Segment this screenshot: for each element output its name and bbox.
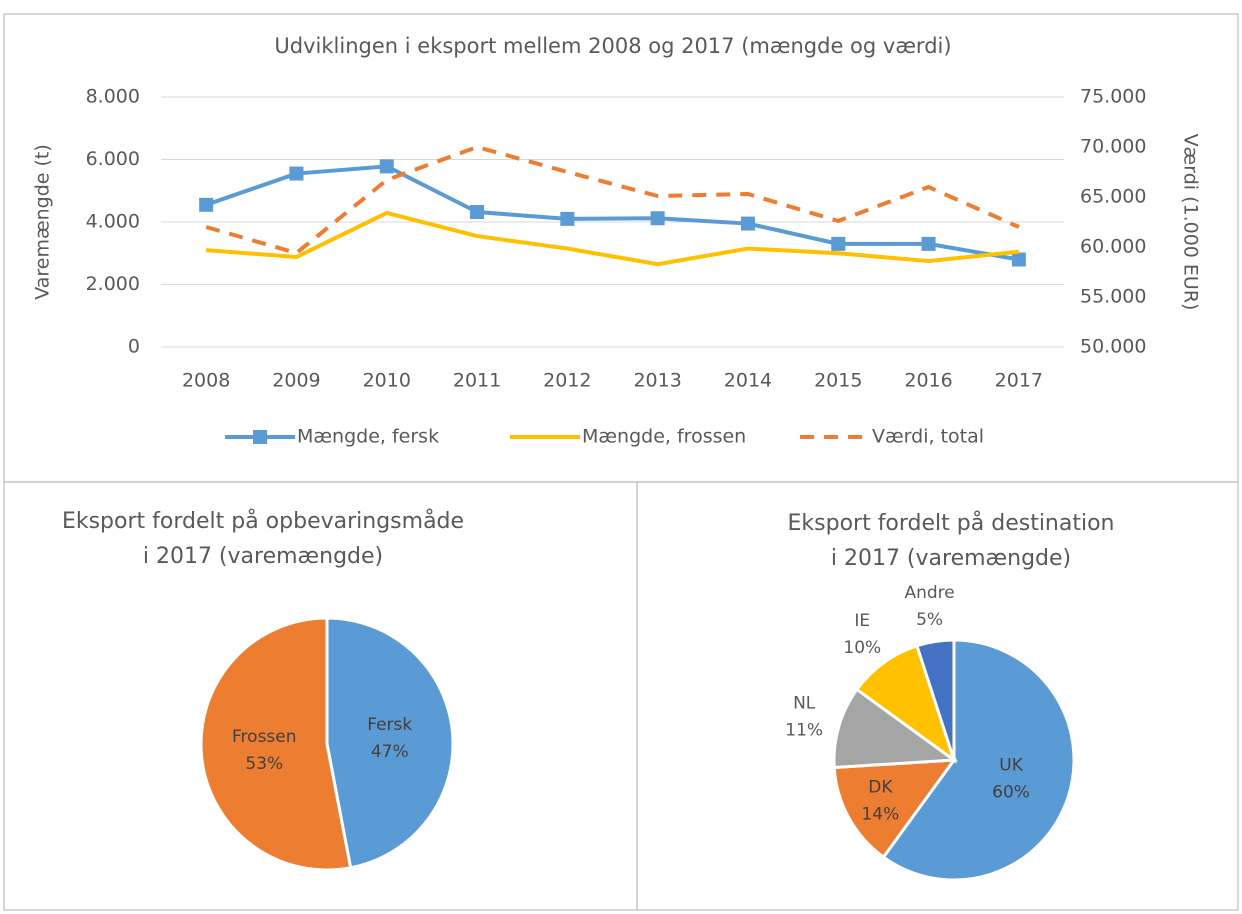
series-line xyxy=(205,145,1020,255)
y2-tick-label: 70.000 xyxy=(1080,136,1146,158)
pie-slice xyxy=(199,616,353,872)
series-line xyxy=(205,164,1020,262)
slice-value: 47% xyxy=(371,742,409,762)
y-tick-label: 0 xyxy=(128,336,140,358)
point-marker xyxy=(560,211,575,226)
pie-slice xyxy=(832,758,958,860)
legend-marker xyxy=(253,430,267,444)
y2-tick-label: 65.000 xyxy=(1080,186,1146,208)
legend-label: Værdi, total xyxy=(872,426,984,448)
slice-value: 11% xyxy=(785,720,823,740)
x-tick-label: 2015 xyxy=(814,370,862,392)
point-marker xyxy=(831,236,846,251)
y-tick-label: 4.000 xyxy=(86,211,140,233)
slice-value: 14% xyxy=(861,804,899,824)
y2-tick-label: 55.000 xyxy=(1080,286,1146,308)
x-tick-label: 2017 xyxy=(995,370,1043,392)
pie-slice xyxy=(832,687,959,770)
point-marker xyxy=(740,216,755,231)
slice-label: IE xyxy=(854,611,870,631)
x-tick-label: 2014 xyxy=(724,370,772,392)
point-marker xyxy=(289,166,304,181)
pie-slice xyxy=(915,638,956,761)
y2-tick-label: 50.000 xyxy=(1080,336,1146,358)
point-marker xyxy=(199,197,214,212)
x-tick-label: 2013 xyxy=(633,370,681,392)
slice-label: UK xyxy=(999,756,1023,776)
slice-label: DK xyxy=(868,777,893,797)
slice-value: 53% xyxy=(245,754,283,774)
slice-value: 5% xyxy=(916,610,943,630)
chart-title: Eksport fordelt på opbevaringsmåde xyxy=(62,508,464,534)
legend-label: Mængde, fersk xyxy=(297,426,439,448)
x-tick-label: 2009 xyxy=(272,370,320,392)
slice-value: 60% xyxy=(992,783,1030,803)
point-marker xyxy=(1011,252,1026,267)
pie-slice xyxy=(881,638,1076,882)
slice-label: Andre xyxy=(904,583,954,603)
frame xyxy=(636,481,1239,911)
y2-tick-label: 60.000 xyxy=(1080,236,1146,258)
y-tick-label: 2.000 xyxy=(86,273,140,295)
slice-label: Fersk xyxy=(367,715,412,735)
chart-title: Eksport fordelt på destination xyxy=(788,510,1115,536)
y-tick-label: 6.000 xyxy=(86,148,140,170)
point-marker xyxy=(921,236,936,251)
x-tick-label: 2011 xyxy=(453,370,501,392)
y2-axis-title: Værdi (1.000 EUR) xyxy=(1180,134,1202,311)
y2-tick-label: 75.000 xyxy=(1080,86,1146,108)
y-tick-label: 8.000 xyxy=(86,86,140,108)
pie-slice xyxy=(325,616,455,870)
chart-title: Udviklingen i eksport mellem 2008 og 201… xyxy=(274,34,951,58)
y-axis-title: Varemængde (t) xyxy=(32,144,54,300)
slice-label: Frossen xyxy=(232,727,297,747)
point-marker xyxy=(650,211,665,226)
chart-title: i 2017 (varemængde) xyxy=(831,546,1071,571)
slice-value: 10% xyxy=(843,638,881,658)
series-line xyxy=(205,210,1020,267)
x-tick-label: 2012 xyxy=(543,370,591,392)
chart-title: i 2017 (varemængde) xyxy=(143,544,383,569)
point-marker xyxy=(470,205,485,219)
slice-label: NL xyxy=(793,693,816,713)
x-tick-label: 2008 xyxy=(182,370,230,392)
point-marker xyxy=(379,159,394,174)
x-tick-label: 2016 xyxy=(904,370,952,392)
x-tick-label: 2010 xyxy=(363,370,411,392)
legend-label: Mængde, frossen xyxy=(582,426,746,448)
frame xyxy=(3,13,1239,483)
